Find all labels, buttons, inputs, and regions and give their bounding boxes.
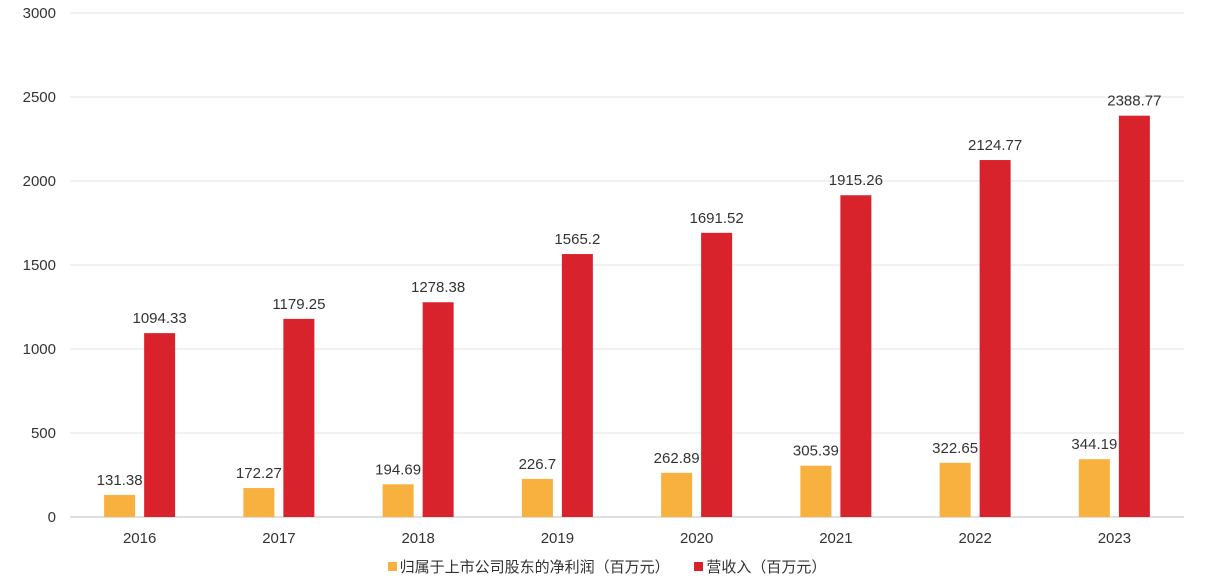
x-axis: 2016 2017 2018 2019 2020 2021 2022 2023 (123, 530, 1131, 547)
data-label-revenue: 1179.25 (272, 296, 325, 313)
bar-revenue[interactable] (701, 232, 733, 517)
bar-profit[interactable] (1078, 459, 1110, 517)
bar-revenue[interactable] (422, 302, 454, 517)
bar-profit[interactable] (382, 484, 414, 517)
bar-revenue[interactable] (840, 195, 872, 517)
data-label-profit: 226.7 (519, 456, 557, 473)
y-axis: 0 500 1000 1500 2000 2500 3000 (23, 5, 56, 526)
data-label-revenue: 2388.77 (1107, 93, 1161, 110)
y-tick-label: 1000 (23, 341, 56, 358)
bar-revenue[interactable] (144, 333, 176, 517)
gridlines (70, 12, 1184, 518)
bars (104, 115, 1150, 518)
legend-swatch-profit (387, 562, 397, 571)
x-tick-label: 2021 (819, 530, 852, 547)
legend-label-revenue: 营收入（百万元） (706, 558, 827, 576)
x-tick-label: 2023 (1098, 530, 1131, 547)
x-tick-label: 2020 (680, 530, 713, 547)
data-label-profit: 131.38 (97, 472, 143, 489)
data-label-revenue: 1565.2 (554, 231, 600, 248)
data-label-revenue: 1915.26 (829, 172, 883, 189)
legend: 归属于上市公司股东的净利润（百万元） 营收入（百万元） (0, 556, 1214, 577)
bar-profit[interactable] (521, 478, 553, 517)
bar-revenue[interactable] (979, 160, 1011, 517)
data-label-profit: 262.89 (654, 450, 700, 467)
data-label-revenue: 1278.38 (411, 279, 465, 296)
bar-profit[interactable] (104, 494, 136, 517)
x-tick-label: 2019 (541, 530, 574, 547)
bar-revenue[interactable] (1118, 115, 1150, 517)
x-tick-label: 2022 (958, 530, 991, 547)
y-tick-label: 500 (31, 425, 56, 442)
bar-profit[interactable] (939, 462, 971, 517)
y-tick-label: 2000 (23, 173, 56, 190)
data-label-revenue: 1094.33 (133, 310, 187, 327)
data-label-profit: 305.39 (793, 443, 839, 460)
x-tick-label: 2017 (262, 530, 295, 547)
bar-profit[interactable] (800, 465, 832, 517)
bar-profit[interactable] (243, 488, 275, 517)
y-tick-label: 2500 (23, 89, 56, 106)
data-label-profit: 172.27 (236, 465, 282, 482)
bar-profit[interactable] (661, 472, 693, 517)
y-tick-label: 0 (48, 509, 56, 526)
legend-label-profit: 归属于上市公司股东的净利润（百万元） (399, 558, 670, 576)
data-label-profit: 344.19 (1071, 436, 1117, 453)
y-tick-label: 1500 (23, 257, 56, 274)
legend-item-revenue[interactable]: 营收入（百万元） (694, 556, 826, 577)
data-labels: 131.38 1094.33 172.27 1179.25 194.69 1278.38 2… (97, 93, 1162, 489)
bar-revenue[interactable] (561, 254, 593, 518)
data-label-profit: 194.69 (375, 461, 421, 478)
x-tick-label: 2018 (401, 530, 434, 547)
x-tick-label: 2016 (123, 530, 156, 547)
legend-item-profit[interactable]: 归属于上市公司股东的净利润（百万元） (387, 556, 670, 577)
data-label-revenue: 1691.52 (690, 210, 744, 227)
data-label-revenue: 2124.77 (968, 137, 1022, 154)
y-tick-label: 3000 (23, 5, 56, 22)
legend-swatch-revenue (694, 562, 704, 571)
bar-revenue[interactable] (283, 318, 315, 517)
data-label-profit: 322.65 (932, 440, 978, 457)
